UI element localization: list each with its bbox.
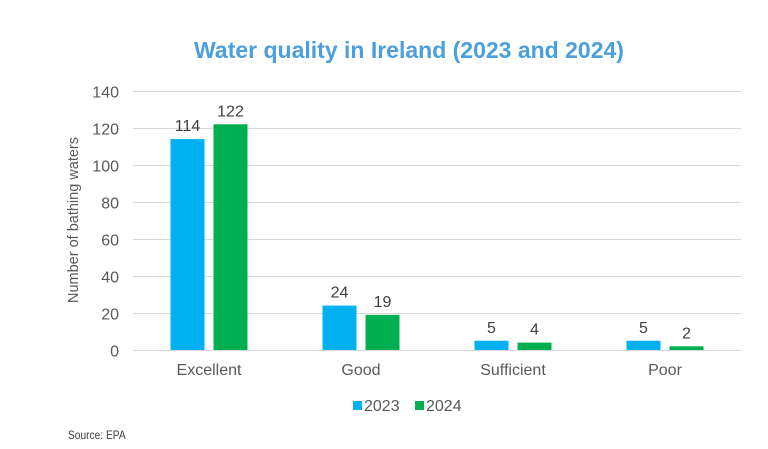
chart-title: Water quality in Ireland (2023 and 2024): [194, 37, 624, 63]
bar-good-2024: [365, 314, 400, 350]
bar-excellent-2023: [170, 139, 205, 350]
data-label: 5: [487, 320, 496, 337]
bar-good-2023: [322, 305, 357, 350]
bars: [170, 124, 704, 350]
y-tick-label: 0: [110, 344, 119, 361]
data-label: 122: [217, 103, 244, 120]
x-category-label: Good: [341, 362, 380, 379]
x-category-label: Sufficient: [480, 362, 546, 379]
legend: 2023 2024: [353, 398, 462, 415]
legend-label: 2023: [364, 398, 400, 415]
data-label: 114: [175, 118, 201, 135]
legend-swatch: [415, 401, 424, 410]
y-axis-label: Number of bathing waters: [66, 137, 82, 303]
legend-label: 2024: [426, 398, 462, 415]
y-tick-label: 20: [101, 307, 119, 324]
y-tick-label: 120: [92, 122, 119, 139]
bar-poor-2024: [669, 346, 704, 350]
y-tick-label: 60: [101, 233, 119, 250]
bar-sufficient-2024: [517, 342, 552, 350]
x-category-label: Excellent: [177, 362, 242, 379]
data-label: 4: [530, 322, 539, 339]
legend-item-2023: 2023: [353, 398, 400, 415]
y-tick-label: 140: [92, 85, 119, 102]
y-tick-label: 40: [101, 270, 119, 287]
bar-excellent-2024: [213, 124, 248, 350]
bar-poor-2023: [626, 340, 661, 350]
data-label: 19: [374, 294, 392, 311]
legend-item-2024: 2024: [415, 398, 462, 415]
y-axis-ticks: 0 20 40 60 80 100 120 140: [92, 85, 119, 361]
y-tick-label: 80: [101, 196, 119, 213]
x-category-label: Poor: [648, 362, 682, 379]
legend-swatch: [353, 401, 362, 410]
x-axis-categories: Excellent Good Sufficient Poor: [177, 362, 683, 379]
data-labels: 114 122 24 19 5 4 5 2: [175, 103, 691, 342]
source-note: Source: EPA: [68, 428, 126, 442]
data-label: 24: [331, 285, 349, 302]
y-tick-label: 100: [92, 159, 119, 176]
data-label: 5: [639, 320, 648, 337]
bar-sufficient-2023: [474, 340, 509, 350]
data-label: 2: [682, 325, 691, 342]
